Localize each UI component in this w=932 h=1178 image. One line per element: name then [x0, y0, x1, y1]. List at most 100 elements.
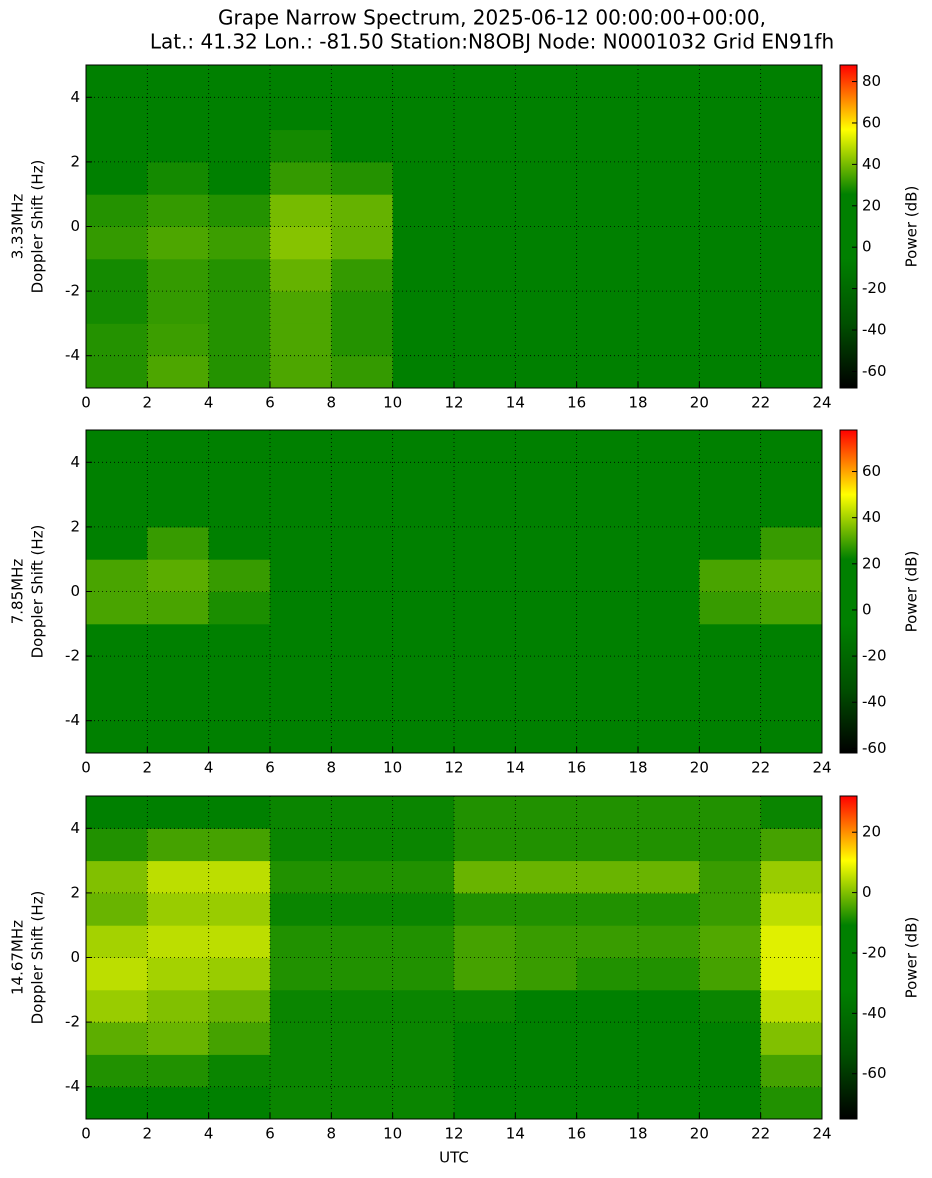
heat-cell: [392, 462, 455, 496]
heat-cell: [454, 355, 516, 389]
x-tick-label: 16: [567, 394, 586, 412]
y-axis-label: 14.67MHz: [9, 920, 27, 995]
heat-cell: [454, 323, 516, 357]
heat-cell: [576, 925, 639, 958]
heat-cell: [638, 796, 700, 829]
heat-cell: [515, 623, 578, 657]
heat-cell: [392, 957, 455, 991]
y-tick-label: 0: [70, 582, 80, 600]
heat-cell: [638, 355, 700, 389]
heat-cell: [270, 129, 332, 163]
colorbar-tick-label: 20: [862, 196, 881, 214]
heat-cell: [760, 957, 823, 991]
heat-cell: [270, 194, 332, 227]
heat-cell: [515, 494, 578, 528]
heat-cell: [454, 656, 516, 689]
heat-cell: [208, 494, 271, 528]
heat-cell: [576, 65, 639, 98]
heat-cell: [331, 161, 394, 195]
heat-cell: [454, 430, 516, 463]
heat-cell: [208, 925, 271, 958]
heat-cell: [208, 591, 271, 625]
heat-cell: [270, 226, 332, 260]
heat-cell: [86, 591, 148, 625]
heat-cell: [576, 258, 639, 292]
heat-cell: [699, 1022, 762, 1055]
heat-cell: [331, 65, 394, 98]
heat-cell: [331, 591, 394, 625]
heat-cell: [454, 1054, 516, 1088]
heat-cell: [638, 720, 700, 754]
heat-cell: [515, 1022, 578, 1055]
heat-cell: [638, 258, 700, 292]
y-tick-label: 0: [70, 217, 80, 235]
heat-cell: [147, 828, 210, 862]
heat-cell: [331, 194, 394, 227]
heat-cell: [147, 1022, 210, 1055]
heat-cell: [576, 559, 639, 592]
heat-cell: [515, 989, 578, 1023]
y-tick-label: 2: [70, 152, 80, 170]
heat-cell: [638, 656, 700, 689]
heat-cell: [147, 494, 210, 528]
heat-cell: [86, 860, 148, 894]
heat-cell: [270, 1054, 332, 1088]
heat-cell: [86, 925, 148, 958]
heat-cell: [515, 796, 578, 829]
heat-cell: [208, 656, 271, 689]
heat-cell: [576, 623, 639, 657]
heat-cell: [331, 623, 394, 657]
x-tick-label: 20: [690, 759, 709, 777]
heat-cell: [86, 1054, 148, 1088]
heat-cell: [515, 591, 578, 625]
heat-cell: [331, 97, 394, 131]
heat-cell: [392, 355, 455, 389]
heat-cell: [699, 226, 762, 260]
x-tick-label: 6: [265, 759, 275, 777]
heat-cell: [270, 957, 332, 991]
heat-cell: [86, 720, 148, 754]
heat-cell: [515, 462, 578, 496]
heat-cell: [760, 828, 823, 862]
heat-cell: [147, 1054, 210, 1088]
heat-cell: [270, 559, 332, 592]
colorbar-tick-label: -60: [862, 739, 887, 757]
heat-cell: [147, 559, 210, 592]
colorbar-label: Power (dB): [903, 917, 921, 999]
heat-cell: [638, 892, 700, 926]
heat-cell: [638, 1054, 700, 1088]
heat-cell: [270, 462, 332, 496]
heat-cell: [699, 720, 762, 754]
heat-cell: [86, 989, 148, 1023]
heat-cell: [638, 688, 700, 722]
heat-cell: [331, 1022, 394, 1055]
heat-cell: [576, 97, 639, 131]
heat-cell: [270, 591, 332, 625]
heat-cell: [331, 323, 394, 357]
heat-cell: [208, 860, 271, 894]
heat-cell: [331, 828, 394, 862]
colorbar-tick-label: 20: [862, 823, 881, 841]
heat-cell: [454, 129, 516, 163]
heat-cell: [392, 526, 455, 560]
heat-cell: [208, 796, 271, 829]
heat-cell: [392, 559, 455, 592]
plot-frame: [85, 795, 823, 1120]
heat-cell: [270, 494, 332, 528]
plot-frame: [85, 64, 823, 389]
heat-cell: [86, 323, 148, 357]
heat-cell: [515, 258, 578, 292]
heat-cell: [515, 1054, 578, 1088]
heat-cell: [147, 796, 210, 829]
heat-cell: [699, 1086, 762, 1120]
heat-cell: [760, 526, 823, 560]
heat-cell: [576, 323, 639, 357]
colorbar-tick-label: 40: [862, 508, 881, 526]
y-tick-label: -4: [65, 1077, 80, 1095]
heat-cell: [760, 129, 823, 163]
x-tick-label: 10: [383, 394, 402, 412]
heat-cell: [147, 430, 210, 463]
heat-cell: [515, 1086, 578, 1120]
heat-cell: [392, 323, 455, 357]
heat-cell: [392, 161, 455, 195]
